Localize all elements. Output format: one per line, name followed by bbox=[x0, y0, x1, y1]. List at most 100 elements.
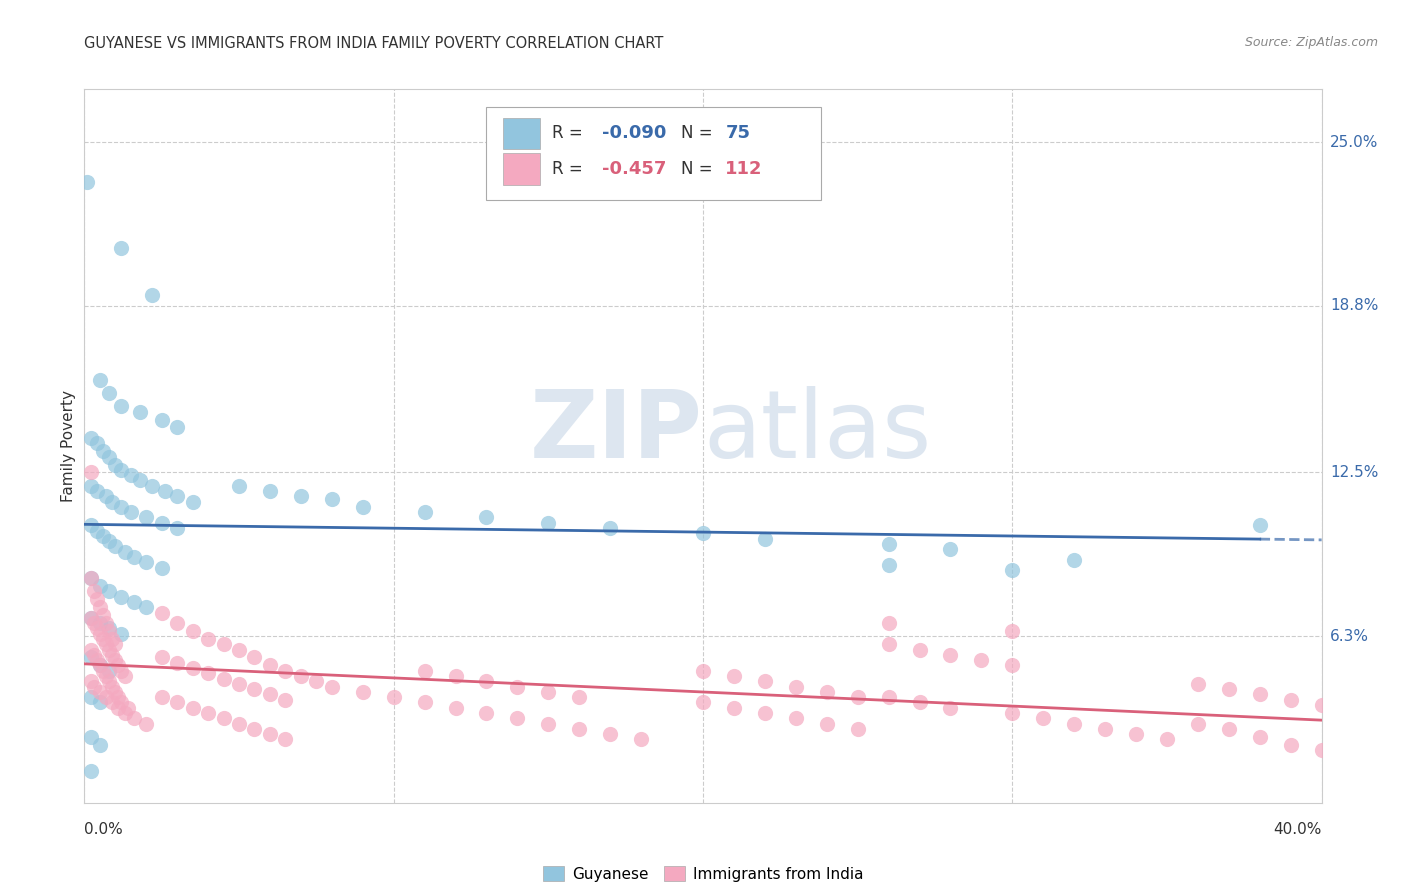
Point bbox=[114, 669, 136, 683]
Text: 112: 112 bbox=[725, 161, 763, 178]
Text: N =: N = bbox=[681, 125, 717, 143]
Text: N =: N = bbox=[681, 161, 717, 178]
Point bbox=[91, 632, 114, 646]
Point bbox=[89, 738, 111, 752]
Point bbox=[101, 494, 124, 508]
Point bbox=[110, 664, 132, 678]
Point bbox=[475, 510, 498, 524]
Point bbox=[153, 483, 176, 498]
Point bbox=[98, 642, 121, 657]
Point bbox=[79, 690, 101, 704]
Point bbox=[120, 468, 142, 483]
Point bbox=[259, 688, 281, 702]
Point bbox=[475, 706, 498, 720]
Point bbox=[135, 600, 157, 615]
Point bbox=[166, 656, 188, 670]
Point bbox=[86, 621, 108, 635]
Point bbox=[181, 624, 204, 638]
Point bbox=[129, 404, 152, 418]
Point bbox=[141, 288, 163, 302]
Point bbox=[1125, 727, 1147, 741]
Point bbox=[352, 500, 374, 514]
Point bbox=[79, 764, 101, 778]
Point bbox=[98, 534, 121, 549]
Point bbox=[568, 722, 591, 736]
Point bbox=[321, 680, 343, 694]
Point bbox=[101, 680, 124, 694]
Point bbox=[413, 695, 436, 709]
Point bbox=[101, 632, 124, 646]
Point bbox=[89, 685, 111, 699]
Text: -0.090: -0.090 bbox=[602, 125, 666, 143]
Point bbox=[290, 669, 312, 683]
Point bbox=[1218, 682, 1240, 697]
Point bbox=[939, 648, 962, 662]
Point bbox=[89, 600, 111, 615]
Point bbox=[259, 658, 281, 673]
Point bbox=[83, 584, 105, 599]
FancyBboxPatch shape bbox=[502, 153, 540, 185]
Point bbox=[91, 608, 114, 623]
Point bbox=[599, 727, 621, 741]
Point bbox=[181, 494, 204, 508]
Text: atlas: atlas bbox=[703, 385, 931, 478]
Point bbox=[150, 650, 173, 665]
Point bbox=[104, 653, 127, 667]
Point bbox=[91, 664, 114, 678]
Point bbox=[98, 584, 121, 599]
Point bbox=[413, 664, 436, 678]
Point bbox=[89, 616, 111, 631]
Point bbox=[506, 711, 529, 725]
Point bbox=[110, 241, 132, 255]
Point bbox=[150, 690, 173, 704]
Point bbox=[537, 685, 560, 699]
Text: 18.8%: 18.8% bbox=[1330, 299, 1378, 313]
Point bbox=[166, 695, 188, 709]
Point bbox=[846, 690, 869, 704]
Point bbox=[98, 624, 121, 638]
Point bbox=[228, 716, 250, 731]
Point bbox=[79, 674, 101, 689]
Text: 75: 75 bbox=[725, 125, 751, 143]
Point bbox=[122, 711, 145, 725]
Legend: Guyanese, Immigrants from India: Guyanese, Immigrants from India bbox=[537, 860, 869, 888]
Point bbox=[630, 732, 652, 747]
Point bbox=[89, 579, 111, 593]
Point bbox=[94, 489, 117, 503]
Point bbox=[908, 642, 931, 657]
Point bbox=[785, 680, 807, 694]
Point bbox=[98, 621, 121, 635]
Point bbox=[122, 549, 145, 564]
Point bbox=[94, 690, 117, 704]
Point bbox=[104, 637, 127, 651]
Point bbox=[382, 690, 405, 704]
Point bbox=[98, 674, 121, 689]
Point bbox=[110, 590, 132, 604]
Point bbox=[1249, 688, 1271, 702]
Point bbox=[908, 695, 931, 709]
Point bbox=[846, 722, 869, 736]
Point bbox=[754, 706, 776, 720]
Point bbox=[537, 516, 560, 530]
Point bbox=[181, 700, 204, 714]
Point bbox=[877, 558, 900, 572]
Point bbox=[599, 521, 621, 535]
Point bbox=[107, 690, 129, 704]
Point bbox=[692, 526, 714, 541]
Point bbox=[181, 661, 204, 675]
Point bbox=[212, 711, 235, 725]
Point bbox=[104, 685, 127, 699]
Point bbox=[1187, 716, 1209, 731]
Point bbox=[86, 436, 108, 450]
Point bbox=[274, 664, 297, 678]
Point bbox=[444, 669, 467, 683]
Point bbox=[89, 695, 111, 709]
Point bbox=[79, 611, 101, 625]
Point bbox=[692, 695, 714, 709]
Point bbox=[444, 700, 467, 714]
Text: 6.3%: 6.3% bbox=[1330, 629, 1369, 644]
Point bbox=[290, 489, 312, 503]
Point bbox=[970, 653, 993, 667]
Point bbox=[76, 175, 98, 189]
Point bbox=[86, 524, 108, 538]
